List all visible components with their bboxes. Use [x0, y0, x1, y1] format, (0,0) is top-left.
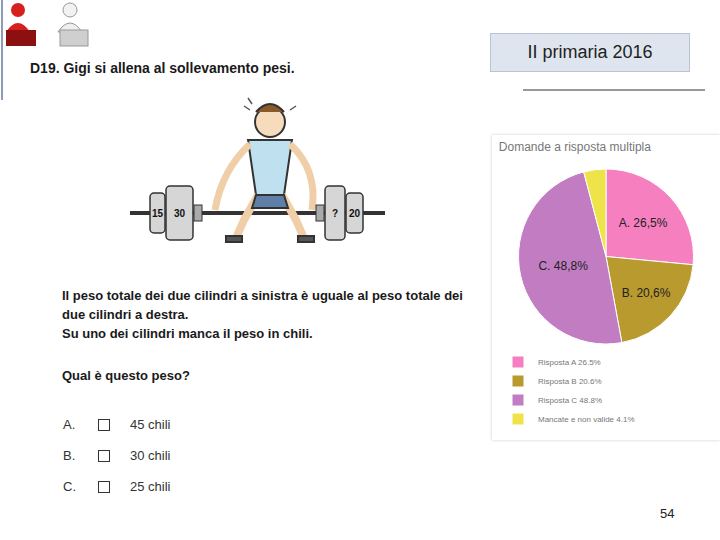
html-text:II primaria 2016: II primaria 2016 [527, 42, 653, 62]
svg-text:Mancate e non valide 4.1%: Mancate e non valide 4.1% [538, 415, 635, 424]
html-text:C.: C. [63, 479, 76, 494]
html-text:D19. Gigi si allena al solleva: D19. Gigi si allena al sollevamento pesi… [30, 60, 295, 76]
svg-text:15: 15 [152, 208, 164, 219]
svg-text:C. 48,8%: C. 48,8% [538, 259, 588, 273]
html-text:A.: A. [63, 417, 76, 432]
html-text:45 chili: 45 chili [130, 417, 171, 432]
svg-text:30: 30 [174, 208, 186, 219]
html-text:Il peso totale dei due cilindr: Il peso totale dei due cilindri a sinist… [62, 288, 463, 322]
html-text:Su uno dei cilindri manca il p: Su uno dei cilindri manca il peso in chi… [62, 326, 313, 341]
svg-text:Risposta B 20.6%: Risposta B 20.6% [538, 377, 602, 386]
svg-text:B. 20,6%: B. 20,6% [622, 286, 671, 300]
html-text:30 chili: 30 chili [130, 448, 171, 463]
svg-text:Risposta C 48.8%: Risposta C 48.8% [538, 396, 602, 405]
svg-text:Risposta A 26.5%: Risposta A 26.5% [538, 358, 601, 367]
html-text:54: 54 [660, 506, 675, 521]
html-text:25 chili: 25 chili [130, 479, 171, 494]
html-text:B.: B. [63, 448, 76, 463]
svg-text:Domande a risposta multipla: Domande a risposta multipla [499, 140, 651, 154]
html-text:Qual è questo peso?: Qual è questo peso? [62, 368, 190, 383]
svg-text:?: ? [332, 208, 338, 219]
svg-text:A. 26,5%: A. 26,5% [619, 216, 668, 230]
svg-text:20: 20 [349, 208, 361, 219]
